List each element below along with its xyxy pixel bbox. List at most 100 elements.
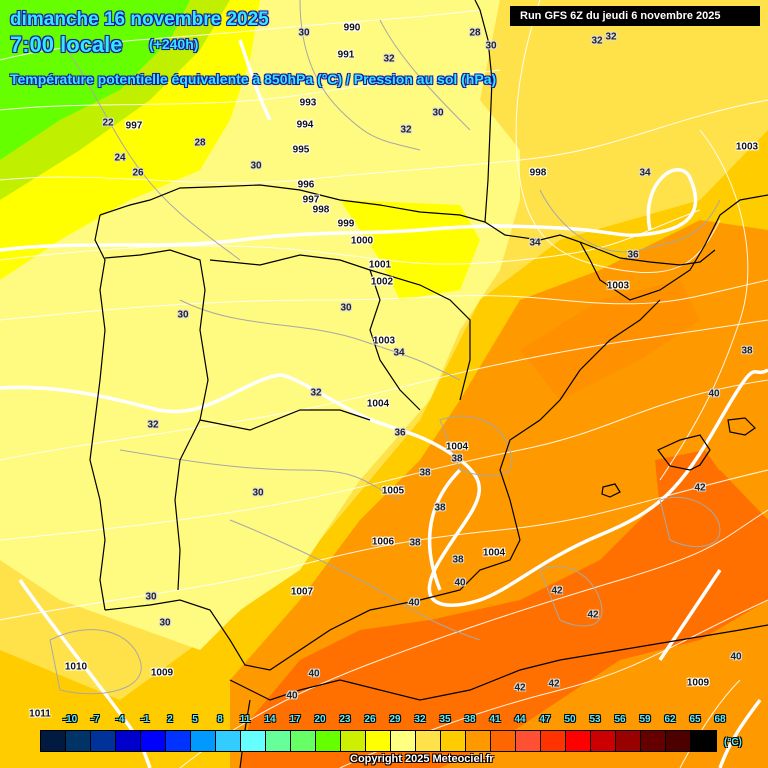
legend-tick-label: 5 <box>192 714 198 725</box>
pressure-label: 994 <box>296 119 314 131</box>
theta-contours <box>49 0 721 695</box>
legend-tick-label: 41 <box>489 714 501 725</box>
temperature-label: 28 <box>469 27 481 39</box>
legend-swatch <box>291 731 316 751</box>
major-isobars <box>0 39 768 768</box>
temperature-label: 24 <box>114 152 126 164</box>
parameter-title: Température potentielle équivalente à 85… <box>10 71 497 87</box>
legend-tick-label: -4 <box>115 714 125 725</box>
legend-tick-label: 8 <box>217 714 223 725</box>
legend-swatch <box>416 731 441 751</box>
temperature-label: 32 <box>591 35 603 47</box>
temperature-label: 40 <box>454 577 466 589</box>
legend-swatch <box>341 731 366 751</box>
coastlines <box>89 0 768 768</box>
temperature-label: 30 <box>177 309 189 321</box>
legend-tick-label: 32 <box>414 714 426 725</box>
forecast-local-time: 7:00 locale <box>10 32 123 57</box>
pressure-label: 1009 <box>686 677 710 689</box>
temperature-label: 26 <box>132 167 144 179</box>
pressure-label: 1010 <box>64 661 88 673</box>
pressure-label: 995 <box>292 144 310 156</box>
temperature-label: 42 <box>587 609 599 621</box>
legend-tick-label: 44 <box>514 714 526 725</box>
legend-tick-label: 68 <box>714 714 726 725</box>
temperature-label: 38 <box>452 554 464 566</box>
pressure-label: 999 <box>337 218 355 230</box>
pressure-label: 996 <box>297 179 315 191</box>
field-yellow <box>0 0 260 280</box>
pressure-label: 1007 <box>290 586 314 598</box>
temperature-label: 40 <box>408 597 420 609</box>
temperature-label: 30 <box>432 107 444 119</box>
legend-tick-label: 14 <box>264 714 276 725</box>
legend-tick-label: 56 <box>614 714 626 725</box>
temperature-label: 30 <box>250 160 262 172</box>
legend-tick-label: 26 <box>364 714 376 725</box>
temperature-label: 30 <box>485 40 497 52</box>
field-dark-orange <box>240 470 768 768</box>
pressure-label: 997 <box>125 120 143 132</box>
legend-tick-label: 59 <box>639 714 651 725</box>
legend-tick-label: -1 <box>140 714 150 725</box>
legend-swatch <box>241 731 266 751</box>
temperature-label: 32 <box>310 387 322 399</box>
legend-swatch <box>141 731 166 751</box>
temperature-label: 34 <box>639 167 651 179</box>
legend-swatch <box>41 731 66 751</box>
pressure-label: 1005 <box>381 485 405 497</box>
temperature-label: 32 <box>383 53 395 65</box>
legend-swatch <box>691 731 716 751</box>
pressure-label: 1000 <box>350 235 374 247</box>
legend-swatch <box>491 731 516 751</box>
temperature-label: 36 <box>627 249 639 261</box>
temperature-label: 40 <box>708 388 720 400</box>
legend-tick-label: 50 <box>564 714 576 725</box>
temperature-label: 40 <box>286 690 298 702</box>
legend-swatch <box>166 731 191 751</box>
legend-swatch <box>591 731 616 751</box>
temperature-label: 42 <box>514 682 526 694</box>
temperature-label: 34 <box>393 347 405 359</box>
run-info-box: Run GFS 6Z du jeudi 6 novembre 2025 <box>510 6 760 26</box>
legend-swatch <box>316 731 341 751</box>
legend-swatch <box>441 731 466 751</box>
pressure-label: 1011 <box>29 708 51 720</box>
temperature-label: 42 <box>548 678 560 690</box>
legend-tick-label: 2 <box>167 714 173 725</box>
pressure-label: 993 <box>299 97 317 109</box>
legend-swatch <box>216 731 241 751</box>
pressure-label: 1004 <box>445 441 469 453</box>
legend-tick-label: 23 <box>339 714 351 725</box>
legend-tick-label: 11 <box>239 714 251 725</box>
temperature-label: 40 <box>308 668 320 680</box>
temperature-label: 38 <box>409 537 421 549</box>
legend-swatch <box>466 731 491 751</box>
legend-swatch <box>516 731 541 751</box>
pressure-label: 997 <box>302 194 320 206</box>
field-yellow-basque <box>340 200 480 300</box>
legend-swatch <box>616 731 641 751</box>
forecast-date: dimanche 16 novembre 2025 <box>10 9 269 30</box>
temperature-label: 32 <box>605 31 617 43</box>
temperature-label: 30 <box>159 617 171 629</box>
temperature-label: 38 <box>419 467 431 479</box>
pressure-label: 1002 <box>370 276 394 288</box>
legend-swatch <box>116 731 141 751</box>
legend-swatch <box>66 731 91 751</box>
temperature-label: 34 <box>529 237 541 249</box>
temperature-label: 38 <box>741 345 753 357</box>
legend-swatch <box>541 731 566 751</box>
legend-tick-label: -7 <box>90 714 100 725</box>
legend-tick-label: 29 <box>389 714 401 725</box>
legend-swatch <box>641 731 666 751</box>
temperature-label: 38 <box>451 453 463 465</box>
temperature-label: 30 <box>340 302 352 314</box>
temperature-label: 22 <box>102 117 114 129</box>
legend-tick-label: 47 <box>539 714 551 725</box>
legend-tick-label: 62 <box>664 714 676 725</box>
pressure-label: 1001 <box>368 259 392 271</box>
legend-swatch <box>566 731 591 751</box>
temperature-label: 32 <box>147 419 159 431</box>
pressure-label: 1004 <box>366 398 390 410</box>
